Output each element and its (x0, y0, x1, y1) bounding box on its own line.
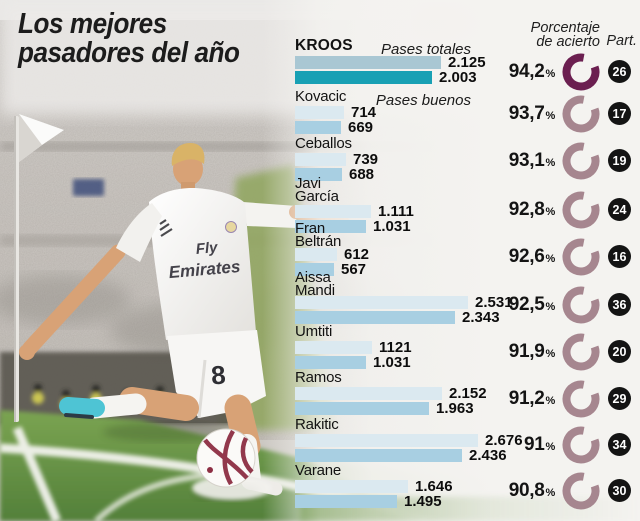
matches-badge: 20 (608, 340, 631, 363)
good-passes-value: 669 (348, 119, 374, 136)
total-passes-bar: 2.531 (295, 294, 513, 311)
matches-header: Part. (606, 33, 637, 49)
total-passes-value: 2.152 (449, 385, 487, 402)
page-title: Los mejores pasadores del año (18, 10, 240, 68)
matches-badge: 26 (608, 60, 631, 83)
accuracy-percent: 91,9% (508, 341, 556, 362)
matches-badge: 17 (608, 102, 631, 125)
teal-boot (59, 397, 105, 417)
legend-good-passes: Pases buenos (375, 92, 471, 109)
ball (196, 428, 256, 488)
good-passes-bar: 1.031 (295, 354, 411, 371)
total-passes-value: 2.676 (485, 432, 523, 449)
total-passes-value: 2.125 (448, 54, 486, 71)
accuracy-percent: 91,2% (508, 388, 556, 409)
player-left-sleeve (243, 202, 297, 228)
matches-badge: 24 (608, 198, 631, 221)
scoreboard (73, 179, 104, 196)
good-passes-value: 2.436 (469, 447, 507, 464)
total-passes-value: 612 (344, 246, 370, 263)
total-passes-bar: 1.646 (295, 478, 453, 495)
accuracy-percent: 92,6% (508, 246, 556, 267)
good-passes-bar: 1.963 (295, 400, 474, 417)
player-name: Kovacic (295, 88, 347, 105)
total-passes-bar: 2.125 (295, 54, 486, 71)
player-name: Varane (295, 462, 342, 479)
good-passes-value: 1.031 (373, 218, 411, 235)
total-passes-bar: 714 (295, 104, 376, 121)
good-passes-bar: 567 (295, 261, 366, 278)
good-passes-bar: 2.003 (295, 69, 477, 86)
total-passes-value: 2.531 (475, 294, 513, 311)
accuracy-ring (562, 238, 600, 276)
red-banner-blur (418, 6, 486, 38)
matches-badge: 36 (608, 293, 631, 316)
good-passes-bar: 669 (295, 119, 373, 136)
stand-tier-line (0, 142, 430, 151)
player-name: Ceballos (295, 135, 352, 152)
accuracy-percent: 92,8% (508, 199, 556, 220)
good-passes-bar: 1.031 (295, 218, 411, 235)
total-passes-bar: 739 (295, 151, 378, 168)
good-passes-value: 567 (341, 261, 367, 278)
accuracy-percent: 93,7% (508, 103, 556, 124)
total-passes-bar: 2.152 (295, 385, 487, 402)
total-passes-value: 739 (353, 151, 379, 168)
total-passes-bar: 612 (295, 246, 369, 263)
total-passes-bar: 1121 (295, 339, 412, 356)
matches-badge: 30 (608, 479, 631, 502)
accuracy-ring (562, 191, 600, 229)
player-name: Ramos (295, 369, 342, 386)
accuracy-ring (562, 472, 600, 510)
accuracy-percent: 94,2% (508, 61, 556, 82)
good-passes-value: 2.343 (462, 309, 500, 326)
good-passes-value: 1.495 (404, 493, 442, 510)
good-passes-bar: 1.495 (295, 493, 442, 510)
accuracy-ring (562, 53, 600, 91)
accuracy-ring (562, 286, 600, 324)
total-passes-value: 1121 (379, 339, 412, 356)
player-name: Aissa Mandi (295, 269, 335, 299)
title-line2: pasadores del año (18, 37, 240, 69)
good-passes-bar: 2.436 (295, 447, 507, 464)
player-name: Rakitic (295, 416, 339, 433)
player-name: Fran Beltrán (295, 220, 342, 250)
title-line1: Los mejores (18, 8, 167, 40)
legend-total-passes: Pases totales (380, 41, 471, 58)
club-crest (225, 221, 237, 233)
total-passes-value: 1.111 (378, 203, 414, 220)
matches-badge: 19 (608, 149, 631, 172)
player-name: Umtiti (295, 323, 333, 340)
total-passes-bar: 1.111 (295, 203, 414, 220)
accuracy-ring (562, 333, 600, 371)
matches-badge: 34 (608, 433, 631, 456)
accuracy-header: Porcentaje de acierto (530, 20, 600, 50)
accuracy-ring (562, 426, 600, 464)
total-passes-bar: 2.676 (295, 432, 523, 449)
good-passes-bar: 2.343 (295, 309, 500, 326)
accuracy-percent: 92,5% (508, 294, 556, 315)
jersey-sponsor-line1: Fly (195, 239, 219, 258)
accuracy-percent: 91% (523, 434, 555, 455)
player-name: KROOS (295, 37, 353, 54)
good-passes-bar: 688 (295, 166, 374, 183)
accuracy-ring (562, 95, 600, 133)
accuracy-ring (562, 142, 600, 180)
accuracy-ring (562, 380, 600, 418)
total-passes-value: 714 (351, 104, 377, 121)
accuracy-percent: 90,8% (508, 480, 556, 501)
good-passes-value: 688 (349, 166, 375, 183)
matches-badge: 16 (608, 245, 631, 268)
total-passes-value: 1.646 (415, 478, 453, 495)
accuracy-percent: 93,1% (508, 150, 556, 171)
good-passes-value: 2.003 (439, 69, 477, 86)
good-passes-value: 1.031 (373, 354, 411, 371)
good-passes-value: 1.963 (436, 400, 474, 417)
player-name: Javi García (295, 175, 339, 205)
matches-badge: 29 (608, 387, 631, 410)
jersey-number: 8 (210, 360, 227, 391)
